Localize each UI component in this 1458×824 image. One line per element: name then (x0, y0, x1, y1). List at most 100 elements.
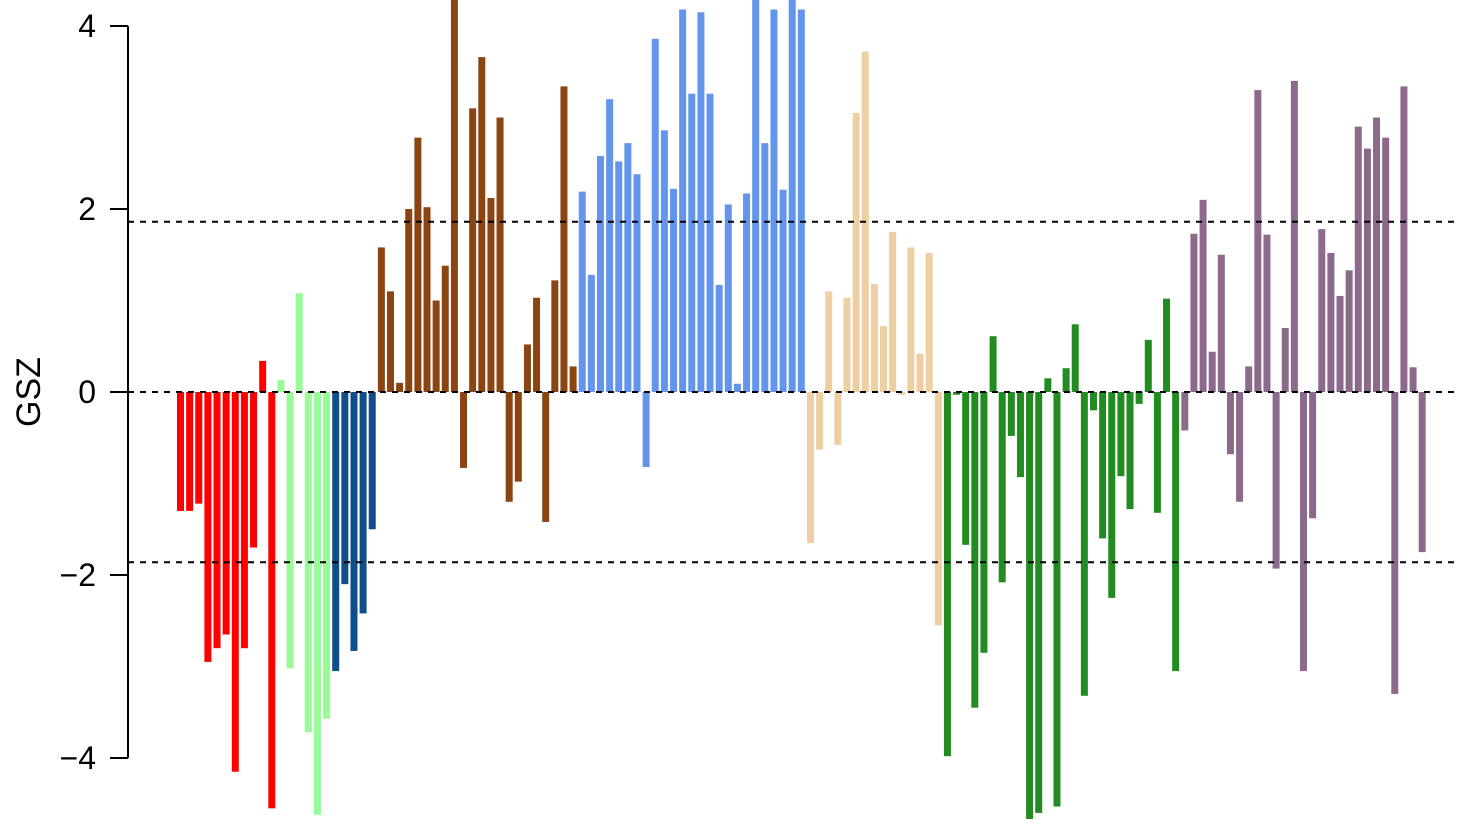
bar-g8-5 (1217, 254, 1225, 392)
bar-g7-11 (1035, 392, 1043, 813)
bar-g5-9 (651, 38, 659, 393)
bar-g8-7 (1236, 392, 1244, 502)
bar-g6-5 (843, 297, 851, 392)
bar-g4-20 (551, 280, 559, 392)
bar-g5-8 (642, 392, 650, 468)
bar-g8-13 (1290, 80, 1298, 393)
bar-g3-5 (368, 392, 376, 530)
bar-g6-12 (907, 247, 915, 392)
bar-g4-17 (523, 344, 531, 392)
bar-g8-26 (1409, 367, 1417, 392)
bar-g3-3 (350, 392, 358, 651)
bar-g6-8 (870, 284, 878, 392)
bar-g8-2 (1190, 233, 1198, 392)
bar-g5-18 (733, 383, 741, 392)
bar-g1-8 (240, 392, 248, 649)
bar-g5-16 (715, 284, 723, 392)
bar-g7-3 (962, 392, 970, 545)
bar-g4-18 (533, 297, 541, 392)
bar-g5-21 (761, 143, 769, 392)
y-axis: −4 −2 0 2 4 (60, 8, 129, 776)
bar-g7-15 (1071, 324, 1079, 392)
bar-g7-7 (998, 392, 1006, 583)
bar-g6-2 (816, 392, 824, 450)
bar-g1-6 (222, 392, 230, 635)
bar-g5-24 (788, 0, 796, 393)
bar-g1-1 (177, 392, 184, 511)
bar-g7-12 (1044, 378, 1052, 392)
bar-g5-6 (624, 143, 632, 392)
bar-g1-2 (186, 392, 194, 511)
bar-g7-13 (1053, 392, 1061, 807)
y-tick-label-5: 4 (78, 8, 96, 44)
bar-g4-7 (432, 300, 440, 392)
bar-g5-4 (606, 99, 614, 392)
bar-g7-21 (1126, 392, 1134, 510)
bar-g6-9 (880, 326, 888, 392)
bar-g7-25 (1163, 298, 1171, 392)
bar-g6-1 (806, 392, 814, 543)
bar-g5-25 (797, 9, 805, 393)
bar-g7-1 (943, 392, 951, 757)
bar-g4-21 (560, 86, 568, 392)
bar-g8-25 (1400, 86, 1408, 392)
bar-g8-21 (1363, 148, 1371, 392)
bar-g8-3 (1199, 199, 1207, 392)
bar-g5-19 (743, 193, 751, 392)
bar-g8-1 (1181, 392, 1189, 431)
y-axis-title: GSZ (10, 357, 48, 427)
bar-g5-14 (697, 12, 705, 393)
bar-g4-13 (487, 198, 495, 392)
bar-g8-16 (1318, 229, 1326, 392)
bar-g4-15 (505, 392, 513, 502)
bar-g5-12 (679, 9, 687, 393)
bar-g7-14 (1062, 368, 1070, 392)
bar-g7-22 (1135, 392, 1143, 404)
bar-g6-10 (889, 231, 897, 393)
bar-g5-15 (706, 93, 714, 393)
bar-g2-1 (277, 380, 285, 392)
bar-g8-11 (1272, 392, 1280, 569)
bar-g8-6 (1226, 392, 1234, 455)
bar-g7-23 (1144, 339, 1152, 392)
y-tick-label-3: 0 (78, 374, 96, 410)
bar-g5-17 (724, 204, 732, 392)
bar-g4-14 (496, 117, 504, 392)
bar-g4-8 (441, 265, 449, 392)
bar-g1-10 (259, 360, 267, 392)
bar-g7-18 (1099, 392, 1107, 539)
bar-g7-10 (1026, 392, 1034, 824)
bar-g3-1 (332, 392, 340, 672)
bar-g4-3 (396, 382, 404, 392)
bar-g7-2 (953, 392, 961, 395)
bar-g4-5 (414, 137, 422, 392)
bar-g8-9 (1254, 90, 1262, 393)
bar-g4-2 (386, 291, 394, 392)
bar-g7-26 (1172, 392, 1180, 672)
bar-g5-13 (688, 93, 696, 393)
bar-g1-3 (195, 392, 203, 504)
bar-g8-14 (1299, 392, 1307, 672)
bar-g5-2 (587, 274, 595, 392)
bar-g1-11 (268, 392, 276, 809)
y-tick-label-2: −2 (60, 557, 96, 593)
bar-g8-19 (1345, 270, 1353, 392)
y-tick-label-1: −4 (60, 740, 96, 776)
bar-g6-11 (898, 392, 906, 395)
bar-g8-27 (1418, 392, 1426, 553)
bar-g7-24 (1153, 392, 1161, 513)
bar-g7-5 (980, 392, 988, 653)
bar-g4-16 (514, 392, 522, 482)
bar-g2-5 (313, 392, 321, 815)
bar-g5-22 (770, 9, 778, 393)
bar-g6-14 (925, 252, 933, 392)
bar-g3-2 (341, 392, 349, 585)
bar-g8-20 (1354, 126, 1362, 393)
bar-g7-8 (1007, 392, 1015, 436)
bar-g5-1 (578, 191, 586, 392)
bar-g6-15 (934, 392, 942, 626)
bars-layer (177, 0, 1426, 824)
bar-g7-6 (989, 336, 997, 392)
